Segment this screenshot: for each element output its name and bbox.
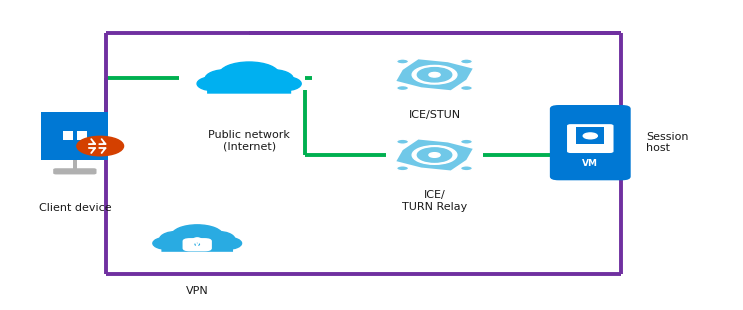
Circle shape	[195, 243, 199, 245]
Circle shape	[249, 69, 293, 88]
Circle shape	[461, 139, 473, 144]
Circle shape	[461, 59, 473, 64]
Text: Client device: Client device	[39, 203, 111, 213]
Circle shape	[197, 77, 231, 91]
Circle shape	[397, 139, 409, 144]
Circle shape	[429, 73, 440, 77]
FancyBboxPatch shape	[73, 160, 77, 171]
Circle shape	[205, 69, 249, 88]
FancyBboxPatch shape	[207, 78, 291, 94]
Circle shape	[172, 225, 223, 246]
Text: VPN: VPN	[186, 286, 209, 296]
FancyBboxPatch shape	[183, 238, 212, 251]
Polygon shape	[395, 139, 474, 171]
FancyBboxPatch shape	[63, 136, 74, 140]
Circle shape	[229, 74, 269, 90]
Text: VM: VM	[583, 159, 598, 168]
Text: ICE/STUN: ICE/STUN	[409, 110, 461, 120]
Circle shape	[397, 166, 409, 171]
Circle shape	[180, 235, 214, 249]
FancyBboxPatch shape	[550, 105, 631, 180]
Circle shape	[412, 146, 457, 164]
Text: Public network
(Internet): Public network (Internet)	[208, 130, 290, 152]
Circle shape	[160, 231, 197, 247]
Circle shape	[153, 237, 182, 249]
Circle shape	[197, 231, 235, 247]
Circle shape	[212, 237, 241, 249]
Circle shape	[418, 68, 452, 82]
FancyBboxPatch shape	[567, 124, 614, 153]
Circle shape	[397, 59, 409, 64]
FancyBboxPatch shape	[577, 127, 604, 144]
FancyBboxPatch shape	[53, 168, 97, 175]
Circle shape	[418, 148, 452, 162]
Circle shape	[412, 65, 457, 84]
Circle shape	[429, 153, 440, 157]
Circle shape	[461, 86, 473, 91]
Circle shape	[461, 166, 473, 171]
Circle shape	[219, 62, 279, 87]
FancyBboxPatch shape	[77, 136, 87, 140]
FancyBboxPatch shape	[77, 131, 87, 135]
Circle shape	[583, 133, 597, 139]
FancyBboxPatch shape	[42, 112, 108, 160]
Circle shape	[397, 86, 409, 91]
Polygon shape	[395, 58, 474, 91]
FancyBboxPatch shape	[63, 131, 74, 135]
Circle shape	[77, 136, 123, 156]
FancyBboxPatch shape	[161, 238, 233, 252]
Circle shape	[267, 77, 301, 91]
Text: ICE/
TURN Relay: ICE/ TURN Relay	[402, 190, 467, 212]
Text: Session
host: Session host	[646, 132, 689, 153]
